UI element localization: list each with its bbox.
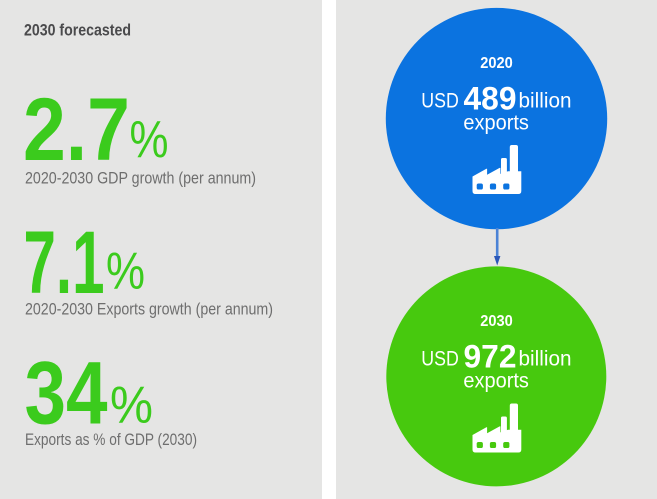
svg-text:%: %	[110, 376, 153, 434]
svg-text:billion: billion	[519, 89, 572, 113]
svg-text:Exports as % of GDP (2030): Exports as % of GDP (2030)	[25, 431, 197, 449]
svg-text:2030 forecasted: 2030 forecasted	[24, 21, 131, 40]
svg-text:exports: exports	[463, 111, 529, 135]
svg-text:USD: USD	[421, 347, 459, 371]
svg-text:2.7: 2.7	[23, 79, 130, 179]
svg-text:billion: billion	[519, 347, 572, 371]
svg-text:2020: 2020	[480, 55, 513, 72]
svg-text:%: %	[130, 111, 169, 169]
svg-text:489: 489	[464, 81, 517, 117]
svg-text:exports: exports	[463, 369, 529, 393]
svg-text:USD: USD	[421, 89, 459, 113]
svg-text:2020-2030 GDP growth (per annu: 2020-2030 GDP growth (per annum)	[25, 170, 256, 188]
svg-text:34: 34	[25, 342, 108, 442]
svg-text:7.1: 7.1	[24, 212, 105, 312]
svg-text:%: %	[106, 243, 145, 301]
svg-text:2020-2030 Exports growth (per: 2020-2030 Exports growth (per annum)	[25, 301, 273, 319]
svg-text:2030: 2030	[480, 313, 513, 330]
svg-text:972: 972	[464, 339, 517, 375]
